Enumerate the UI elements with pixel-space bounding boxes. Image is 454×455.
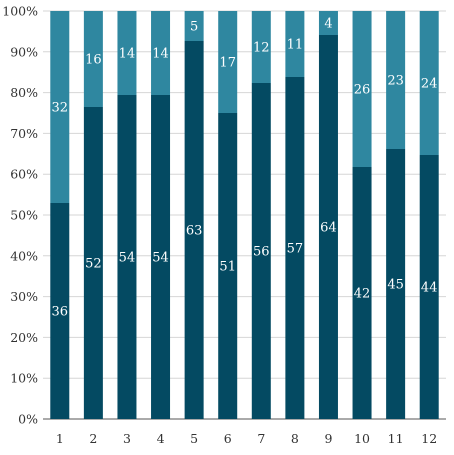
bar-segment-series-2 <box>184 11 204 41</box>
data-labels: 36 32 52 16 54 14 54 14 63 5 51 17 56 12 57 11 64 4 42 26 45… <box>52 17 438 320</box>
data-label: 24 <box>421 77 438 92</box>
y-tick-label: 80% <box>10 85 38 100</box>
x-tick-label: 5 <box>190 431 198 446</box>
x-tick-label: 11 <box>388 431 404 446</box>
bar-segment-series-1 <box>352 167 372 419</box>
data-label: 56 <box>253 245 270 260</box>
bar-segment-series-2 <box>83 11 103 107</box>
bar-segment-series-1 <box>184 41 204 419</box>
data-label: 17 <box>219 56 236 71</box>
y-tick-label: 50% <box>10 208 38 223</box>
data-label: 52 <box>85 257 102 272</box>
y-tick-label: 90% <box>10 44 38 59</box>
x-axis-tick-labels: 1 2 3 4 5 6 7 8 9 10 11 12 <box>56 431 437 446</box>
data-label: 32 <box>52 101 69 116</box>
data-label: 23 <box>387 74 404 89</box>
y-tick-label: 40% <box>10 248 38 263</box>
bar-segment-series-1 <box>318 35 338 419</box>
bar-segment-series-1 <box>419 155 439 419</box>
bar-segment-series-1 <box>386 149 406 419</box>
y-axis-tick-labels: 0% 10% 20% 30% 40% 50% 60% 70% 80% 90% 100% <box>2 4 38 427</box>
bar-segment-series-2 <box>251 11 271 83</box>
x-tick-label: 10 <box>354 431 370 446</box>
y-tick-label: 20% <box>10 330 38 345</box>
y-tick-label: 10% <box>10 371 38 386</box>
data-label: 14 <box>152 47 169 62</box>
y-tick-label: 60% <box>10 167 38 182</box>
y-tick-label: 70% <box>10 126 38 141</box>
x-tick-label: 8 <box>291 431 299 446</box>
data-label: 54 <box>152 251 169 266</box>
data-label: 42 <box>354 287 371 302</box>
data-label: 26 <box>354 83 371 98</box>
x-tick-label: 4 <box>157 431 165 446</box>
x-tick-label: 9 <box>324 431 332 446</box>
data-label: 16 <box>85 53 102 68</box>
bar-segment-series-2 <box>50 11 70 203</box>
data-label: 5 <box>190 20 198 35</box>
bar-segment-series-1 <box>285 77 305 419</box>
data-label: 63 <box>186 224 203 239</box>
data-label: 64 <box>320 221 337 236</box>
data-label: 44 <box>421 281 438 296</box>
x-tick-label: 3 <box>123 431 131 446</box>
data-label: 4 <box>324 17 332 32</box>
bar-segment-series-2 <box>352 11 372 167</box>
bar-segment-series-1 <box>151 95 171 419</box>
x-tick-label: 12 <box>421 431 437 446</box>
data-label: 11 <box>287 38 304 53</box>
bar-segment-series-1 <box>50 203 70 419</box>
x-tick-label: 6 <box>224 431 232 446</box>
bar-segment-series-1 <box>83 107 103 419</box>
data-label: 14 <box>119 47 136 62</box>
data-label: 51 <box>219 260 236 275</box>
bar-segment-series-1 <box>218 113 238 419</box>
x-tick-label: 2 <box>89 431 97 446</box>
bar-segment-series-2 <box>285 11 305 77</box>
data-label: 57 <box>287 242 304 257</box>
bar-segment-series-2 <box>318 11 338 35</box>
gridlines <box>43 10 446 420</box>
bar-segment-series-2 <box>218 11 238 113</box>
bar-segment-series-2 <box>117 11 137 95</box>
y-tick-label: 0% <box>18 412 38 427</box>
bars <box>50 11 439 419</box>
bar-segment-series-1 <box>117 95 137 419</box>
x-tick-label: 1 <box>56 431 64 446</box>
bar-segment-series-2 <box>151 11 171 95</box>
data-label: 36 <box>52 305 69 320</box>
bar-segment-series-2 <box>419 11 439 155</box>
data-label: 12 <box>253 41 270 56</box>
y-tick-label: 30% <box>10 289 38 304</box>
data-label: 45 <box>387 278 404 293</box>
y-tick-label: 100% <box>2 4 38 19</box>
data-label: 54 <box>119 251 136 266</box>
bar-segment-series-1 <box>251 83 271 419</box>
bar-segment-series-2 <box>386 11 406 149</box>
x-tick-label: 7 <box>257 431 265 446</box>
